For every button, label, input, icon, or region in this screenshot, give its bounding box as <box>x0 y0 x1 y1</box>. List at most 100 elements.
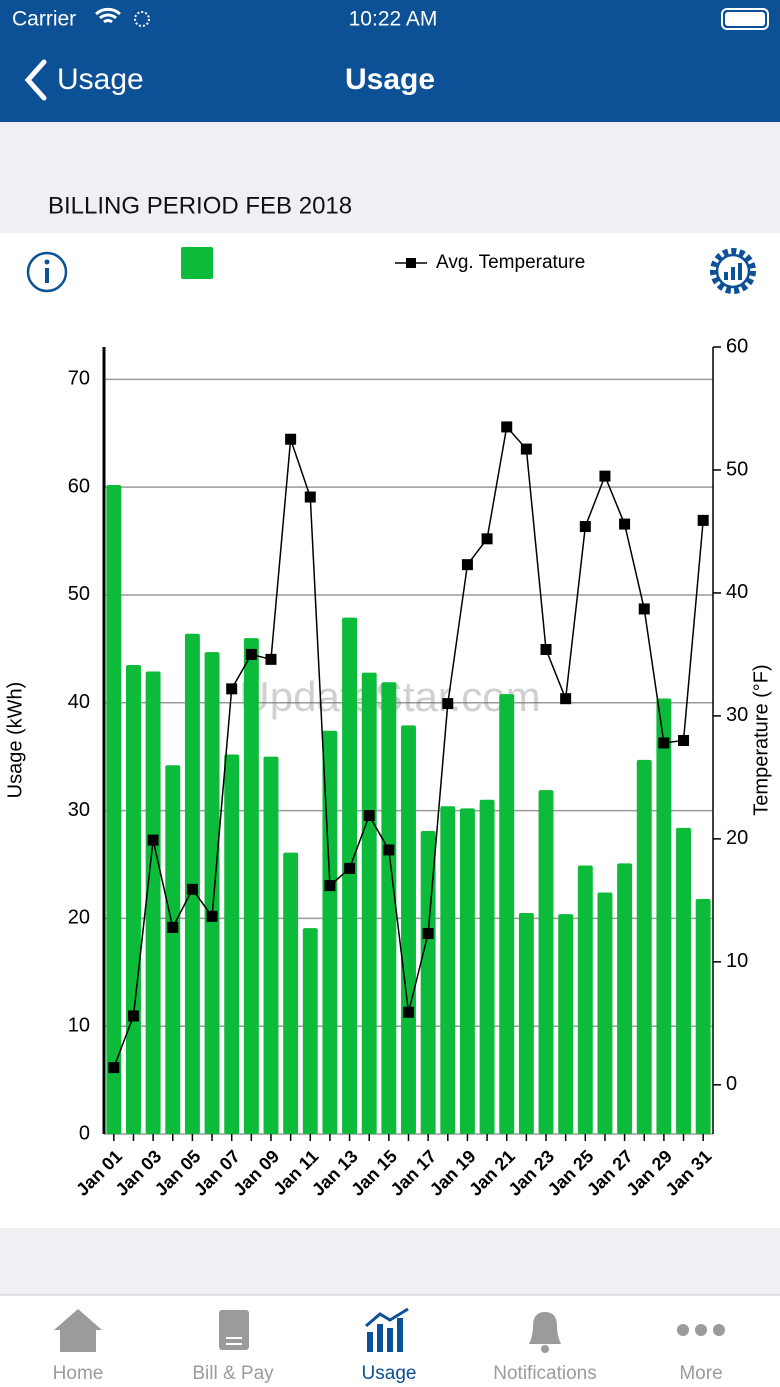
temperature-marker <box>403 1006 414 1018</box>
tab-label[interactable]: Home <box>53 1363 104 1384</box>
temperature-marker <box>619 518 631 530</box>
temperature-marker <box>481 533 493 545</box>
nav-title: Usage <box>345 63 435 96</box>
bar <box>165 765 181 1134</box>
bill-icon <box>219 1310 249 1350</box>
temperature-marker <box>442 698 454 710</box>
temperature-marker <box>206 910 218 922</box>
temperature-marker <box>285 433 297 445</box>
y-tick-label: 60 <box>68 475 90 497</box>
temperature-marker <box>520 443 532 455</box>
temperature-marker <box>265 653 277 665</box>
bar <box>597 892 613 1134</box>
temperature-marker <box>108 1062 120 1074</box>
bar <box>302 928 318 1134</box>
bar <box>243 638 259 1134</box>
temperature-marker <box>658 737 670 749</box>
y-tick-label: 70 <box>68 368 90 390</box>
bar <box>342 617 358 1134</box>
tab-label[interactable]: Notifications <box>493 1363 597 1384</box>
tab-label[interactable]: More <box>679 1363 722 1384</box>
carrier: Carrier <box>12 8 76 31</box>
bill-lines <box>226 1337 242 1345</box>
y2-tick-label: 0 <box>726 1073 737 1095</box>
home-icon <box>54 1309 102 1352</box>
bar <box>656 698 672 1134</box>
y-tick-label: 20 <box>68 907 90 929</box>
y-tick-label: 10 <box>68 1014 90 1036</box>
bar <box>558 914 574 1134</box>
temperature-marker <box>638 603 650 615</box>
more-dot <box>713 1324 725 1336</box>
y2-tick-label: 40 <box>726 581 748 603</box>
bar <box>204 652 220 1134</box>
bar <box>479 799 495 1134</box>
temperature-marker <box>304 491 316 503</box>
bar <box>577 865 593 1134</box>
info-icon[interactable] <box>26 251 68 293</box>
temperature-marker <box>579 521 591 533</box>
more-dot <box>695 1324 707 1336</box>
usage-icon-bar <box>367 1332 373 1352</box>
time: 10:22 AM <box>349 8 438 31</box>
temperature-marker <box>697 514 709 526</box>
usage-icon-bar <box>377 1324 383 1352</box>
temperature-marker <box>560 693 572 705</box>
temperature-marker <box>344 862 356 874</box>
legend-label: Avg. Temperature <box>436 252 585 273</box>
temperature-marker <box>461 559 473 571</box>
y-tick-label: 50 <box>68 583 90 605</box>
bar <box>459 808 475 1134</box>
bar <box>636 759 652 1134</box>
tab-label[interactable]: Usage <box>362 1363 417 1384</box>
temperature-marker <box>167 921 179 933</box>
info-dot <box>44 259 50 265</box>
temperature-marker <box>501 421 513 433</box>
back-chevron[interactable] <box>24 59 47 101</box>
bar <box>106 484 122 1134</box>
tab-label[interactable]: Bill & Pay <box>192 1363 274 1384</box>
bar <box>361 672 377 1134</box>
temperature-marker <box>147 834 159 846</box>
activity-icon <box>134 11 150 27</box>
y2-tick-label: 60 <box>726 335 748 357</box>
bar <box>263 756 279 1134</box>
tab-icons <box>54 1307 725 1353</box>
temperature-marker <box>324 880 336 892</box>
bar <box>145 671 161 1134</box>
legend-marker <box>406 258 416 268</box>
gear-bar <box>738 263 742 280</box>
bar <box>440 806 456 1134</box>
info-circle <box>26 251 68 293</box>
gap-bg <box>0 1228 780 1295</box>
chart: 0102030405060700102030405060UpdateStar.c… <box>4 247 772 1200</box>
bar <box>518 912 534 1134</box>
battery-icon <box>721 8 769 30</box>
bar <box>322 730 338 1134</box>
back-button[interactable]: Usage <box>57 63 144 96</box>
y-tick-label: 40 <box>68 691 90 713</box>
bar <box>617 863 633 1134</box>
temperature-marker <box>245 648 257 660</box>
temperature-marker <box>678 735 690 746</box>
temperature-marker <box>363 810 375 822</box>
y-axis-title: Usage (kWh) <box>4 682 26 799</box>
y-tick-label: 30 <box>68 799 90 821</box>
y2-tick-label: 20 <box>726 827 748 849</box>
temperature-marker <box>186 883 198 895</box>
section-bg <box>0 122 780 233</box>
bar <box>401 725 416 1134</box>
bar <box>381 682 397 1134</box>
temperature-marker <box>599 470 611 482</box>
bar <box>126 665 141 1134</box>
legend-swatch <box>181 247 213 279</box>
billing-period: BILLING PERIOD FEB 2018 <box>48 192 352 219</box>
y2-tick-label: 30 <box>726 704 748 726</box>
wifi-icon <box>95 7 121 24</box>
settings-icon[interactable] <box>710 248 756 294</box>
gear-bar <box>731 267 735 280</box>
bar <box>499 694 515 1134</box>
usage-icon-bar <box>387 1328 393 1352</box>
y2-tick-label: 10 <box>726 950 748 972</box>
